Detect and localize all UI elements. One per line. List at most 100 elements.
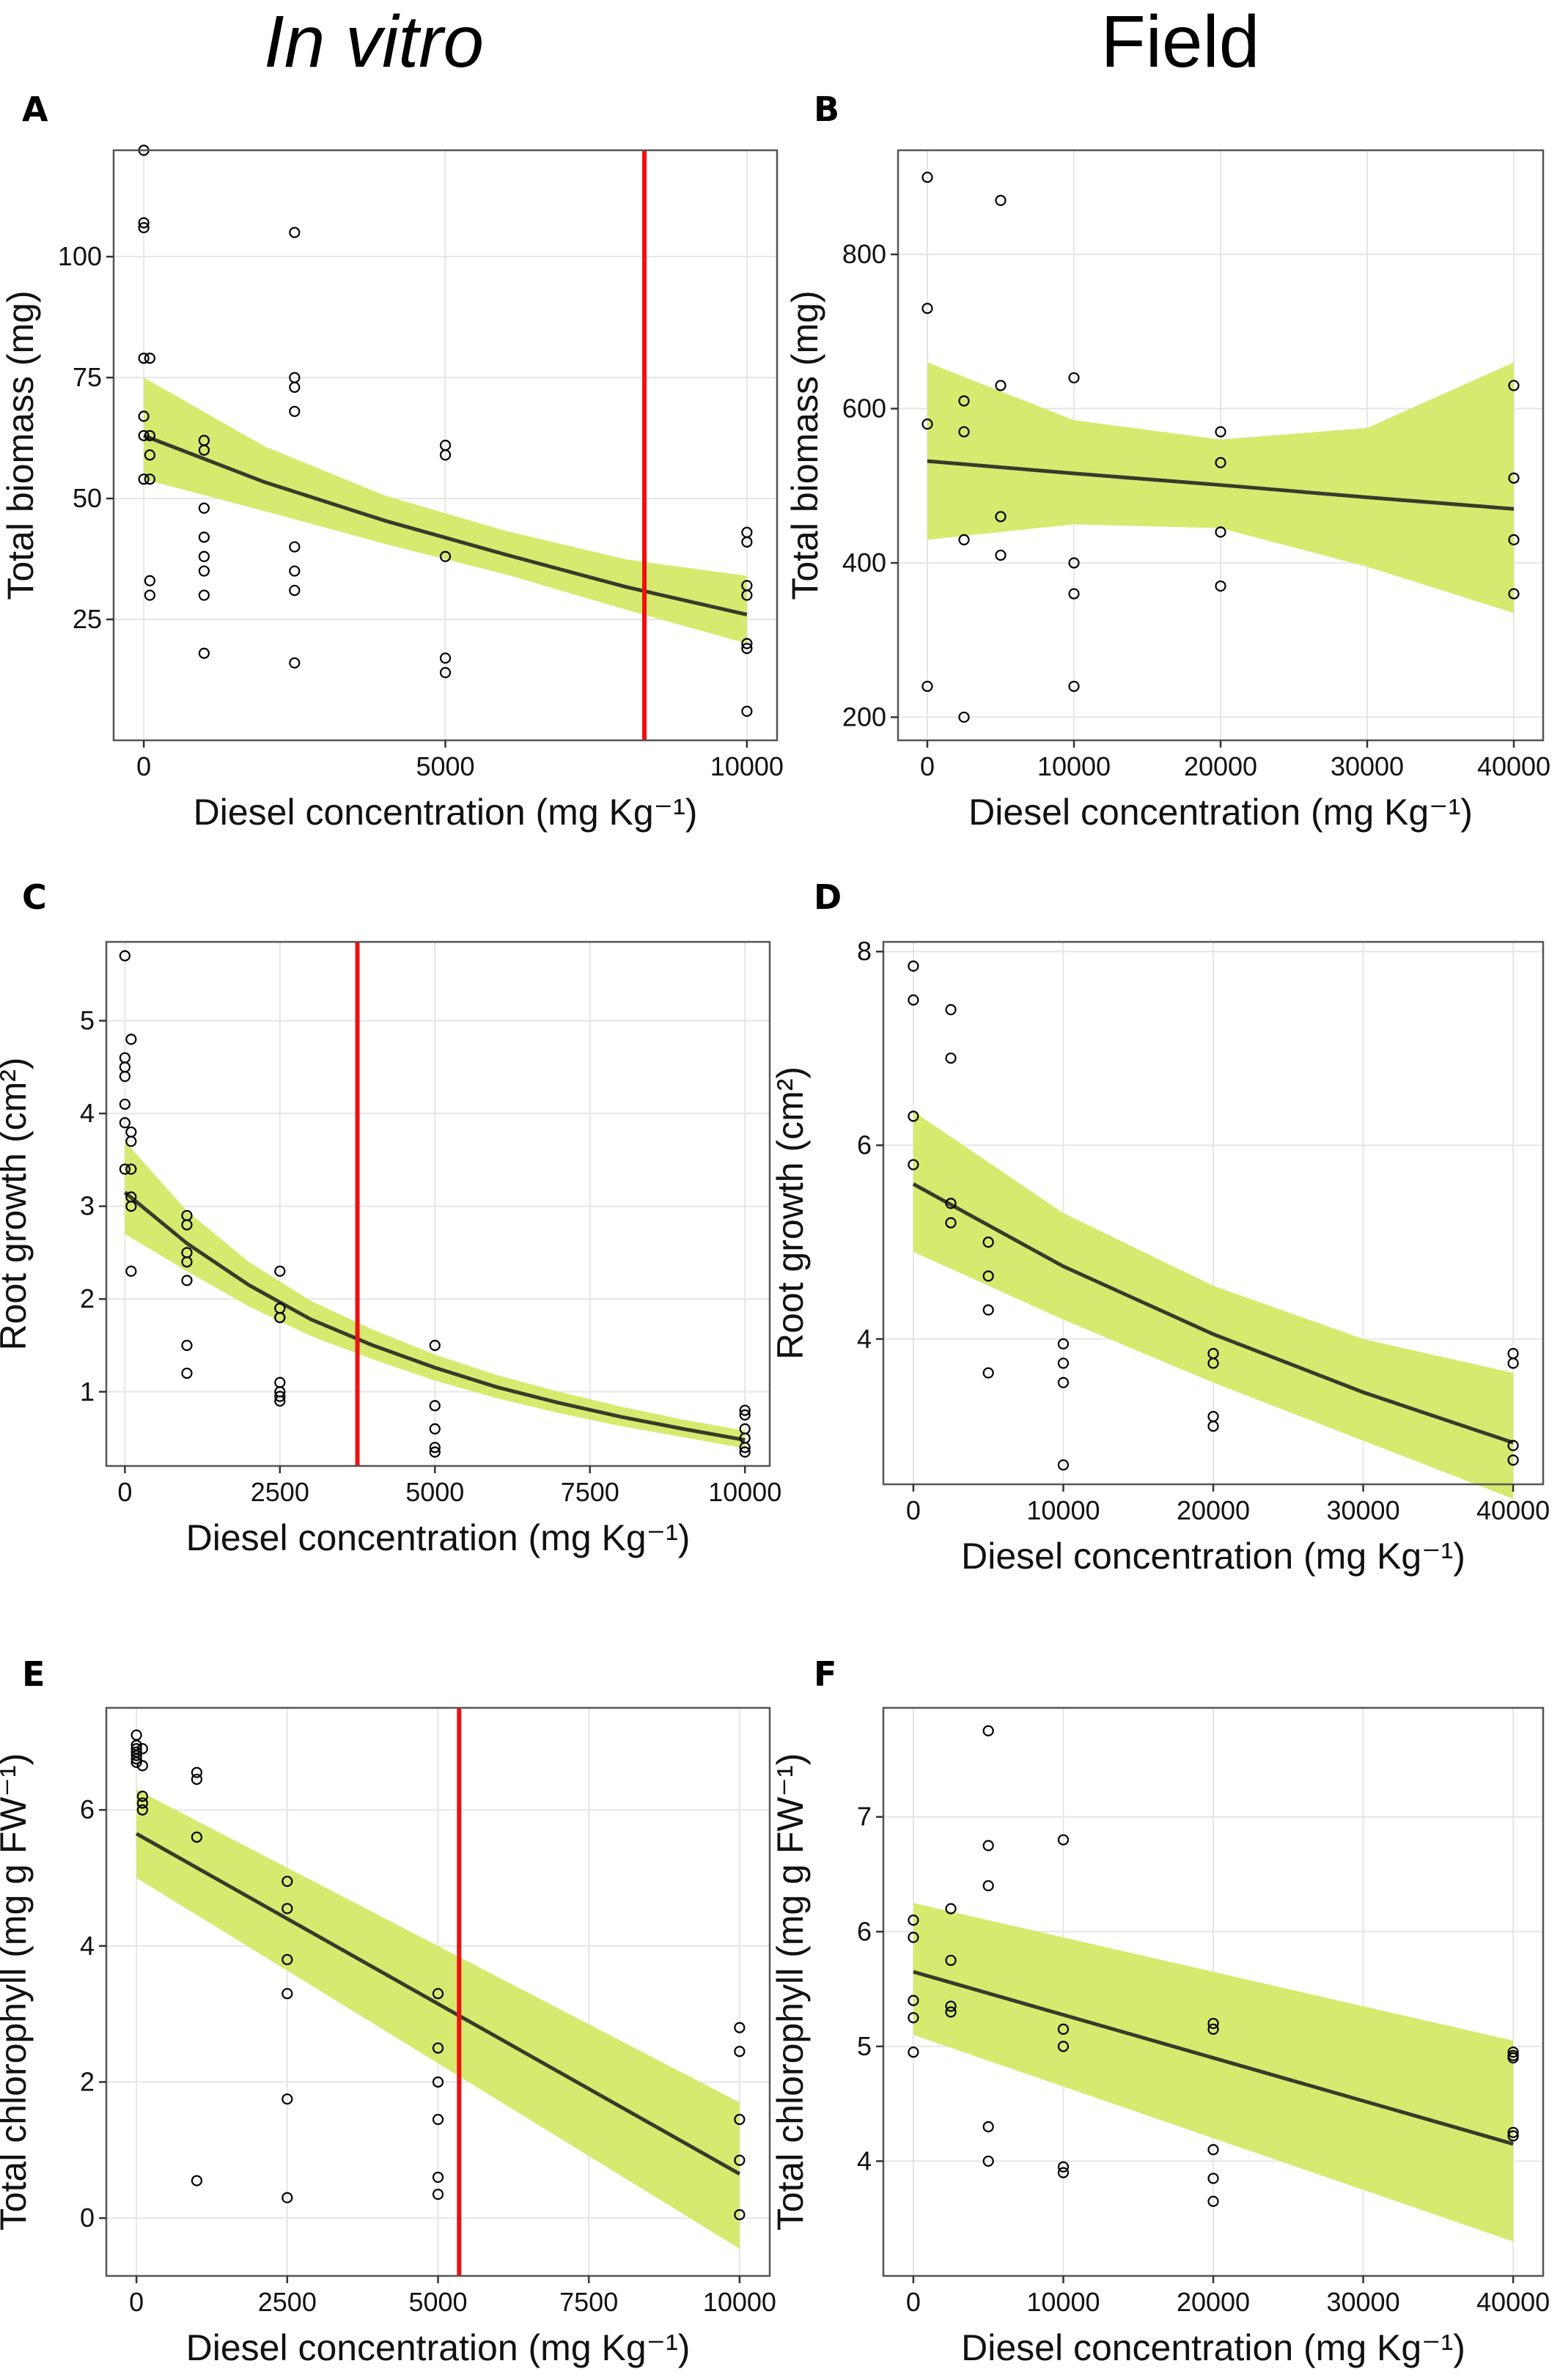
- data-point: [958, 426, 970, 438]
- data-point: [144, 430, 155, 441]
- data-point: [908, 1994, 919, 2006]
- data-point: [945, 1198, 957, 1209]
- data-point: [908, 1110, 919, 1122]
- data-point: [429, 1400, 441, 1412]
- y-tick-label: 2: [80, 1283, 95, 1314]
- data-point: [119, 1098, 130, 1110]
- data-point: [144, 575, 155, 586]
- data-point: [982, 1840, 994, 1852]
- y-tick-label: 4: [80, 1931, 95, 1961]
- data-point: [181, 1256, 193, 1268]
- panel-letter: D: [814, 877, 842, 917]
- data-point: [908, 1931, 919, 1943]
- data-point: [1057, 1834, 1070, 1846]
- data-point: [191, 1773, 203, 1786]
- x-axis-title: Diesel concentration (mg Kg⁻¹): [186, 1517, 691, 1558]
- data-point: [734, 2208, 746, 2221]
- data-point: [1068, 372, 1080, 384]
- data-point: [982, 1270, 994, 1282]
- x-tick-label: 0: [920, 751, 935, 781]
- data-point: [1068, 557, 1080, 569]
- confidence-ribbon: [125, 1141, 746, 1448]
- y-axis-title: Total chlorophyll (mg g FW⁻¹): [0, 1753, 34, 2231]
- x-tick-label: 2500: [258, 2287, 317, 2317]
- panel-e: E 0 2500 5000 7500 10000 0 2 4 6 Diesel concentrat…: [0, 1654, 776, 2368]
- column-title-in-vitro: In vitro: [263, 1, 485, 83]
- y-tick-label: 6: [857, 1130, 872, 1160]
- data-point: [130, 1750, 142, 1761]
- data-point: [1508, 472, 1520, 484]
- data-point: [181, 1219, 193, 1231]
- data-point: [439, 667, 452, 679]
- data-point: [282, 2192, 293, 2203]
- y-axis-title: Total chlorophyll (mg g FW⁻¹): [770, 1753, 811, 2231]
- data-point: [741, 589, 753, 601]
- x-tick-label: 30000: [1326, 1495, 1399, 1525]
- data-point: [1508, 534, 1520, 546]
- data-point: [138, 430, 150, 441]
- data-point: [144, 474, 155, 485]
- x-tick-label: 10000: [1026, 2287, 1100, 2317]
- data-point: [945, 1217, 957, 1228]
- data-point: [136, 1743, 148, 1755]
- x-tick-label: 30000: [1326, 2287, 1399, 2317]
- data-point: [138, 217, 150, 229]
- x-tick-label: 20000: [1177, 2287, 1250, 2317]
- x-tick-label: 0: [129, 2287, 144, 2317]
- data-point: [1068, 588, 1080, 600]
- data-point: [734, 2046, 746, 2057]
- data-point: [125, 1163, 137, 1175]
- data-point: [1057, 2161, 1070, 2173]
- data-point: [274, 1311, 286, 1324]
- data-point: [1057, 1377, 1070, 1388]
- data-point: [198, 565, 210, 577]
- y-axis-title: Total biomass (mg): [0, 290, 41, 600]
- data-point: [739, 1446, 751, 1458]
- y-tick-label: 5: [857, 2031, 872, 2061]
- data-point: [289, 226, 301, 238]
- data-point: [429, 1339, 441, 1352]
- data-point: [741, 643, 753, 655]
- y-tick-label: 4: [857, 2145, 872, 2175]
- data-point: [921, 303, 933, 314]
- data-point: [274, 1390, 286, 1402]
- data-point: [432, 1988, 444, 2000]
- panel-d: D 0 10000 20000 30000 40000 4 6 8 Diesel concentr…: [770, 877, 1550, 1577]
- data-point: [945, 1052, 957, 1064]
- y-tick-label: 6: [857, 1916, 872, 1946]
- data-point: [136, 1804, 148, 1816]
- panel-letter: E: [22, 1654, 45, 1694]
- x-tick-label: 0: [906, 2287, 921, 2317]
- data-point: [289, 381, 301, 393]
- data-point: [198, 502, 210, 514]
- data-point: [282, 1953, 293, 1966]
- data-point: [1207, 1357, 1219, 1369]
- fit-line: [135, 1832, 741, 2175]
- data-point: [432, 2076, 444, 2088]
- data-point: [274, 1265, 286, 1277]
- data-point: [958, 534, 970, 546]
- data-point: [1507, 1454, 1519, 1466]
- data-point: [982, 1367, 994, 1379]
- x-tick-label: 30000: [1331, 751, 1404, 781]
- data-point: [995, 194, 1007, 206]
- y-tick-label: 4: [857, 1324, 872, 1354]
- data-point: [282, 1876, 293, 1887]
- data-point: [1507, 2126, 1519, 2138]
- data-point: [982, 1304, 994, 1316]
- data-point: [1215, 580, 1226, 592]
- y-tick-label: 25: [73, 604, 102, 634]
- data-point: [282, 1988, 293, 2000]
- data-point: [119, 1117, 130, 1129]
- data-point: [945, 2000, 957, 2012]
- data-point: [995, 380, 1007, 391]
- confidence-ribbon: [913, 1111, 1514, 1499]
- data-point: [282, 2093, 293, 2105]
- data-point: [908, 960, 919, 972]
- y-tick-label: 600: [842, 394, 886, 424]
- panel-f: F 0 10000 20000 30000 40000 4 5 6 7 Diesel concent…: [770, 1654, 1550, 2368]
- data-point: [741, 536, 753, 548]
- data-point: [432, 2171, 444, 2184]
- data-point: [144, 449, 155, 461]
- x-axis-title: Diesel concentration (mg Kg⁻¹): [194, 792, 698, 833]
